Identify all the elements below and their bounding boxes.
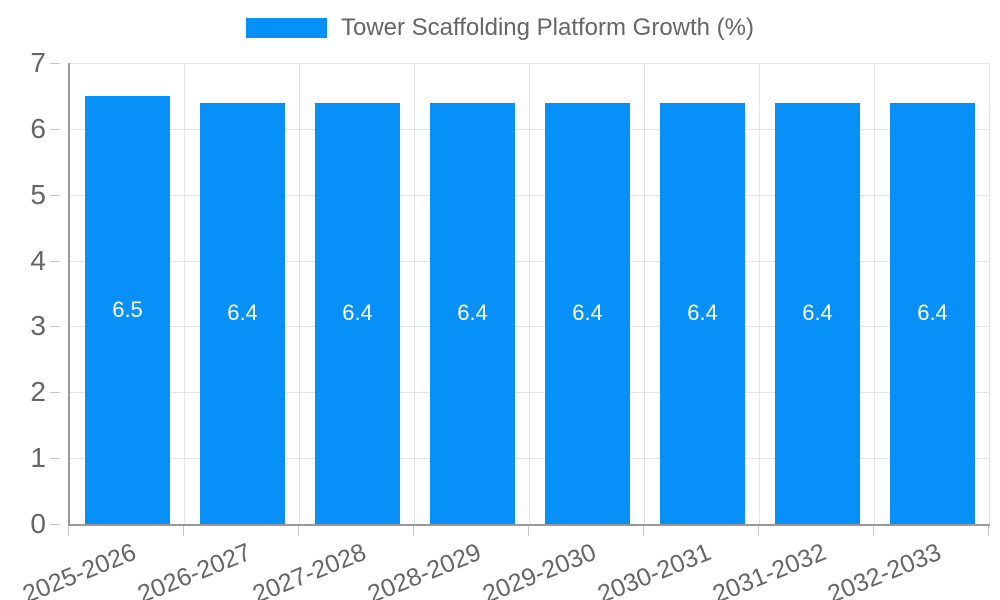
y-tick-mark <box>50 392 60 394</box>
legend: Tower Scaffolding Platform Growth (%) <box>0 14 1000 42</box>
gridline-vertical <box>874 63 875 524</box>
x-tick-label: 2031-2032 <box>708 538 830 600</box>
y-tick-label: 1 <box>30 442 46 474</box>
gridline-vertical <box>989 63 990 524</box>
x-tick-mark <box>873 526 874 536</box>
y-tick-label: 2 <box>30 376 46 408</box>
x-tick-label: 2029-2030 <box>478 538 600 600</box>
y-tick-mark <box>50 194 60 196</box>
y-tick-label: 6 <box>30 112 46 144</box>
bar[interactable] <box>85 95 170 524</box>
bar[interactable] <box>200 102 285 524</box>
x-tick-mark <box>988 526 989 536</box>
y-tick-mark <box>50 128 60 130</box>
bar-value-label: 6.4 <box>917 300 948 326</box>
x-tick-mark <box>68 526 69 536</box>
y-tick-mark <box>50 524 60 525</box>
gridline-vertical <box>759 63 760 524</box>
bar[interactable] <box>660 102 745 524</box>
x-tick-label: 2032-2033 <box>823 538 945 600</box>
y-tick-label: 0 <box>30 508 46 539</box>
gridline-vertical <box>299 63 300 524</box>
bar-value-label: 6.4 <box>572 300 603 326</box>
bar-value-label: 6.4 <box>342 300 373 326</box>
y-tick-label: 5 <box>30 178 46 210</box>
legend-swatch <box>245 18 327 38</box>
gridline-vertical <box>414 63 415 524</box>
y-tick-label: 7 <box>30 47 46 78</box>
gridline-horizontal <box>70 260 990 262</box>
y-tick-label: 4 <box>30 244 46 276</box>
legend-item[interactable]: Tower Scaffolding Platform Growth (%) <box>245 14 755 42</box>
bar[interactable] <box>890 102 975 524</box>
bar[interactable] <box>775 102 860 524</box>
bar-value-label: 6.4 <box>687 300 718 326</box>
gridline-vertical <box>184 63 185 524</box>
gridline-vertical <box>644 63 645 524</box>
y-tick-label: 3 <box>30 310 46 342</box>
y-tick-mark <box>50 458 60 460</box>
y-tick-mark <box>50 260 60 262</box>
gridline-horizontal <box>70 458 990 460</box>
x-tick-label: 2027-2028 <box>248 538 370 600</box>
y-tick-mark <box>50 326 60 328</box>
gridline-horizontal <box>70 326 990 328</box>
gridline-horizontal <box>70 128 990 130</box>
bar-value-label: 6.5 <box>112 296 143 322</box>
x-tick-mark <box>758 526 759 536</box>
gridline-horizontal <box>70 194 990 196</box>
bar[interactable] <box>430 102 515 524</box>
x-tick-mark <box>528 526 529 536</box>
bar-value-label: 6.4 <box>227 300 258 326</box>
gridline-horizontal <box>70 63 990 64</box>
x-tick-label: 2026-2027 <box>133 538 255 600</box>
x-tick-label: 2030-2031 <box>593 538 715 600</box>
gridline-vertical <box>529 63 530 524</box>
bar[interactable] <box>545 102 630 524</box>
bar[interactable] <box>315 102 400 524</box>
gridline-horizontal <box>70 392 990 394</box>
bar-value-label: 6.4 <box>457 300 488 326</box>
x-tick-mark <box>298 526 299 536</box>
x-tick-mark <box>643 526 644 536</box>
x-tick-label: 2028-2029 <box>363 538 485 600</box>
x-tick-mark <box>183 526 184 536</box>
bar-value-label: 6.4 <box>802 300 833 326</box>
x-tick-label: 2025-2026 <box>18 538 140 600</box>
y-tick-mark <box>50 63 60 64</box>
x-tick-mark <box>413 526 414 536</box>
plot-area: 6.5 6.4 6.4 6.4 6.4 6.4 6.4 6.4 <box>68 63 990 526</box>
legend-label: Tower Scaffolding Platform Growth (%) <box>340 14 755 41</box>
